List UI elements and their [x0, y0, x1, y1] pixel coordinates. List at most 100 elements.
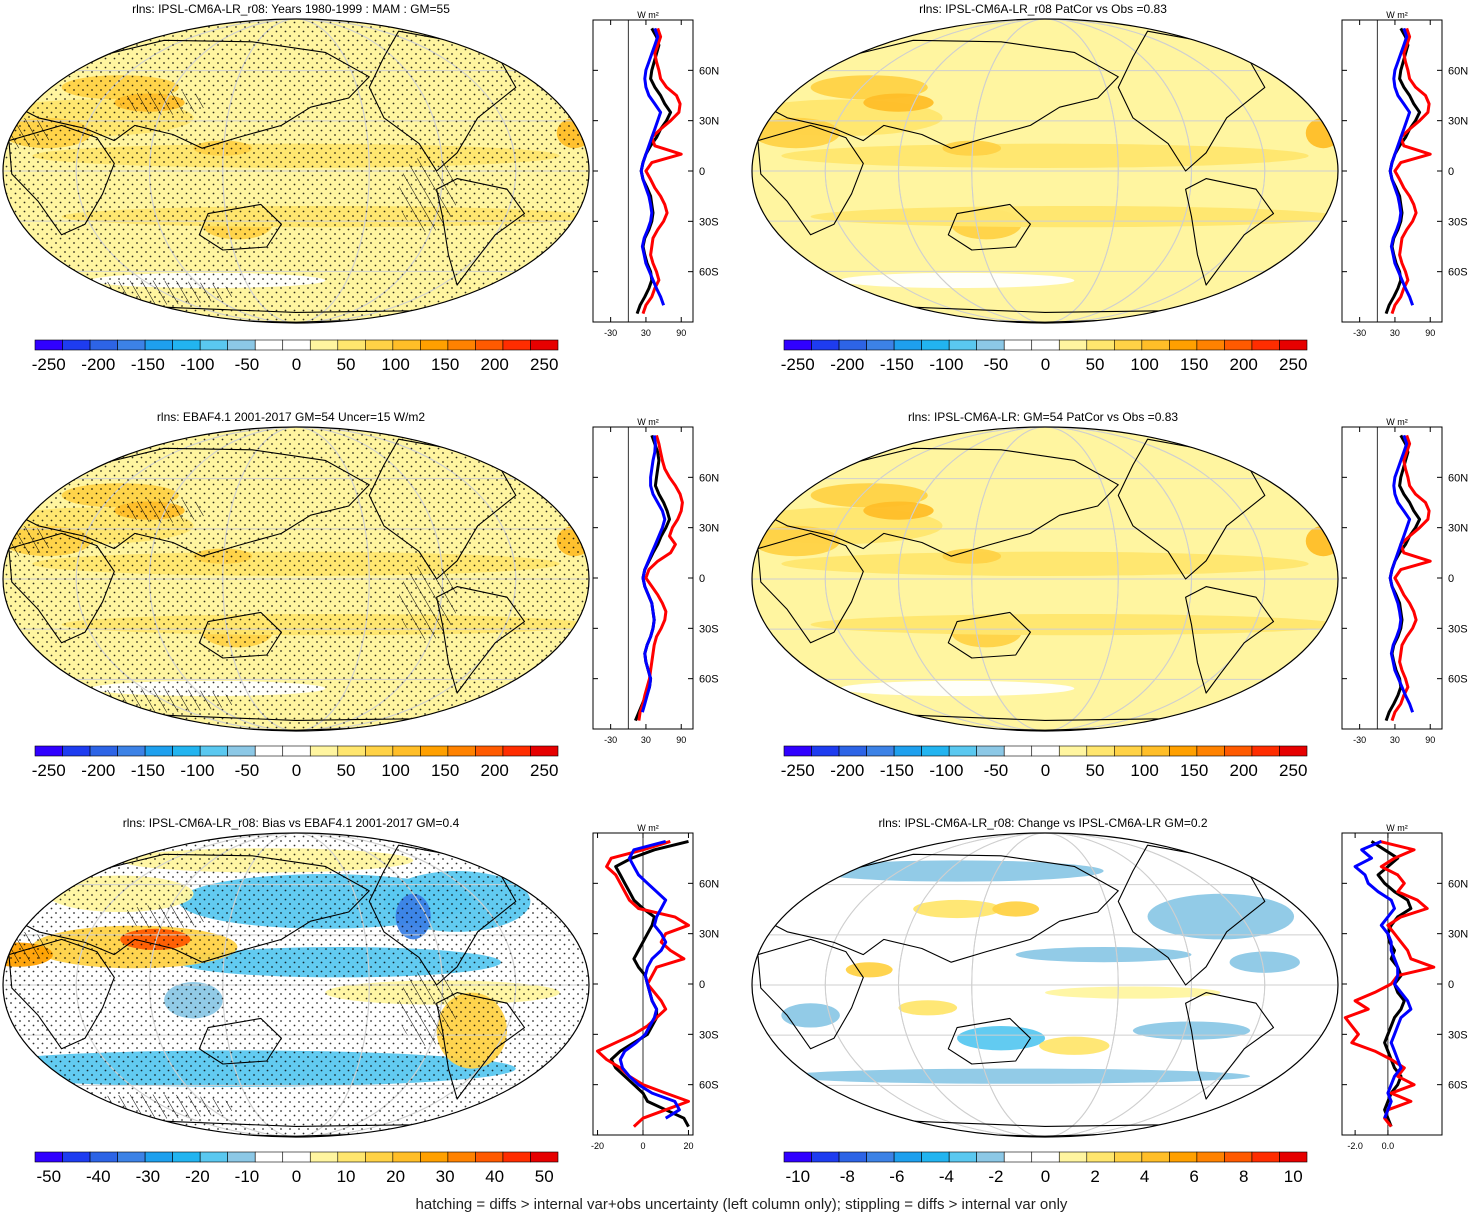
colorbar-label: -100 [180, 761, 214, 780]
x-tick-label: -30 [1353, 735, 1366, 745]
colorbar-box [1251, 1151, 1280, 1163]
colorbar-box [144, 339, 173, 351]
colorbar-label: -8 [840, 1167, 855, 1186]
colorbar-label: 0 [292, 761, 301, 780]
x-tick-label: 30 [641, 328, 651, 338]
lat-tick-label: 60S [1448, 1080, 1468, 1092]
colorbar-box [1058, 339, 1088, 351]
panel-1-title: rlns: IPSL-CM6A-LR_r08: Years 1980-1999 … [132, 2, 450, 16]
lat-tick-label: 60N [1448, 65, 1468, 77]
colorbar-box [420, 745, 449, 757]
colorbar-box [144, 1151, 173, 1163]
colorbar-box [172, 1151, 201, 1163]
colorbar-label: 100 [1130, 355, 1158, 374]
colorbar-box [447, 745, 476, 757]
zonal-frame [592, 19, 694, 323]
colorbar-box [921, 1151, 950, 1163]
panel-2-map [751, 18, 1339, 324]
colorbar-box [866, 1151, 895, 1163]
colorbar-box [420, 339, 449, 351]
panel-2-colorbar: -250 -200 -150 -100 -50 0 50 100 150 200 250 [781, 339, 1307, 374]
colorbar-box [530, 745, 559, 757]
colorbar-label: -50 [235, 761, 260, 780]
colorbar-box [1224, 1151, 1253, 1163]
colorbar-box [1058, 745, 1088, 757]
lat-tick-label: 30S [1448, 623, 1468, 635]
zonal-unit: W m² [1386, 823, 1408, 833]
colorbar-box [144, 745, 173, 757]
x-tick-label: 90 [676, 735, 686, 745]
colorbar-box [62, 745, 91, 757]
colorbar-label: -4 [939, 1167, 954, 1186]
colorbar-label: -10 [785, 1167, 810, 1186]
colorbar-label: 40 [485, 1167, 504, 1186]
colorbar-box [227, 339, 256, 351]
colorbar-box [62, 339, 91, 351]
x-tick-label: 0.0 [1382, 1141, 1395, 1151]
lat-tick-label: 0 [699, 979, 705, 991]
colorbar-label: 4 [1140, 1167, 1149, 1186]
lat-tick-label: 0 [1448, 166, 1454, 178]
x-tick-label: 20 [683, 1141, 693, 1151]
colorbar-box [447, 339, 476, 351]
series-line-red [1390, 434, 1432, 722]
lat-tick-label: 60N [1448, 878, 1468, 890]
panel-6-map [751, 832, 1339, 1138]
x-tick-label: -30 [604, 328, 617, 338]
colorbar-label: -2 [988, 1167, 1003, 1186]
lat-tick-label: 30S [699, 1029, 719, 1041]
lat-tick-label: 30S [1448, 1029, 1468, 1041]
zonal-unit: W m² [1386, 417, 1408, 427]
panel-5-zonal-plot: W m² -20 0 20 60N 30N 0 30S 60S [591, 823, 719, 1151]
colorbar-box [976, 339, 1005, 351]
colorbar-box [893, 745, 922, 757]
colorbar-box [1141, 1151, 1170, 1163]
x-tick-label: -30 [604, 735, 617, 745]
lat-tick-label: 30N [699, 523, 719, 535]
lat-tick-label: 30S [699, 623, 719, 635]
colorbar-box [1224, 339, 1253, 351]
colorbar-label: 250 [1279, 761, 1307, 780]
panel-3-zonal-plot: W m² -30 30 90 60N 30N 0 30S 60S [592, 417, 719, 745]
colorbar-label: -250 [781, 355, 815, 374]
series-line-red [1390, 27, 1432, 315]
colorbar-box [1086, 339, 1115, 351]
colorbar-box [254, 1151, 284, 1163]
colorbar-label: -100 [180, 355, 214, 374]
colorbar-label: -100 [929, 761, 963, 780]
colorbar-label: -30 [136, 1167, 161, 1186]
lat-tick-label: 60S [699, 1080, 719, 1092]
colorbar-label: -20 [185, 1167, 210, 1186]
colorbar-box [502, 339, 531, 351]
panel-3-colorbar: -250 -200 -150 -100 -50 0 50 100 150 200 250 [32, 745, 559, 780]
colorbar-box [337, 745, 366, 757]
colorbar-label: 2 [1090, 1167, 1099, 1186]
colorbar-box [254, 745, 284, 757]
colorbar-label: 100 [1130, 761, 1158, 780]
colorbar-box [502, 745, 531, 757]
colorbar-label: 200 [481, 355, 509, 374]
colorbar-label: -250 [781, 761, 815, 780]
lat-tick-label: 30N [699, 929, 719, 941]
colorbar-label: 30 [436, 1167, 455, 1186]
colorbar-label: 200 [1230, 761, 1258, 780]
series-line-blue [618, 839, 681, 1120]
colorbar-box [365, 745, 394, 757]
colorbar-box [89, 339, 118, 351]
colorbar-box [475, 745, 504, 757]
colorbar-box [838, 745, 867, 757]
panel-1-zonal-plot: W m² -30 30 90 60N 30N 0 30S 60S [592, 10, 719, 338]
colorbar-box [976, 745, 1005, 757]
colorbar-box [1251, 339, 1280, 351]
lat-tick-label: 30N [1448, 523, 1468, 535]
colorbar-box [893, 339, 922, 351]
colorbar-box [921, 339, 950, 351]
colorbar-box [254, 339, 284, 351]
colorbar-box [1003, 1151, 1033, 1163]
panel-1-map [2, 18, 590, 324]
series-line-black [634, 434, 671, 722]
colorbar-boxes [783, 1151, 1308, 1163]
x-tick-label: 90 [1425, 735, 1435, 745]
panel-1-colorbar: -250 -200 -150 -100 -50 0 50 100 150 200 250 [32, 339, 558, 374]
colorbar-label: 8 [1239, 1167, 1248, 1186]
